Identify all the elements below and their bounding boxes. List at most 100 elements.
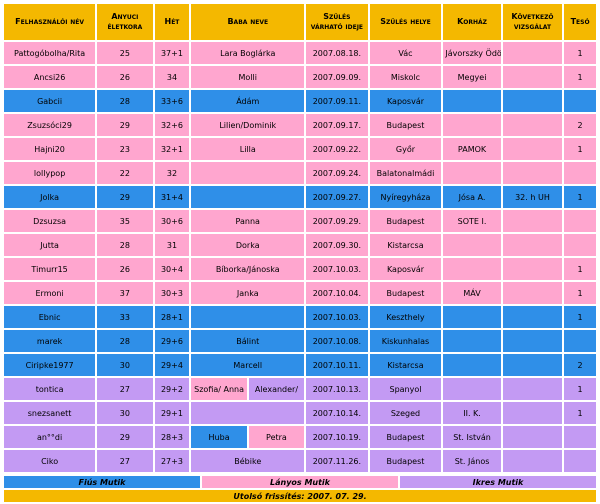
table-row: Hajni20 23 32+1 Lilla 2007.09.22. Győr PAMOK 1 bbox=[4, 138, 596, 160]
hospital-cell bbox=[443, 306, 501, 328]
age-cell: 28 bbox=[97, 90, 153, 112]
week-cell: 32+1 bbox=[154, 138, 190, 160]
nick-cell: lollypop bbox=[4, 162, 96, 184]
sibling-cell bbox=[564, 90, 596, 112]
table-row: marek 28 29+6 Bálint 2007.10.08. Kiskunhalas bbox=[4, 330, 596, 352]
due-date-cell: 2007.08.18. bbox=[306, 42, 368, 64]
baby-name-cell: Bálint bbox=[191, 330, 305, 352]
table-body: Pattogóbolha/Rita 25 37+1 Lara Boglárka 2007… bbox=[4, 42, 596, 472]
due-date-cell: 2007.10.08. bbox=[306, 330, 368, 352]
column-header: Szülés helye bbox=[369, 4, 442, 40]
table-row: Zsuzsóci29 29 32+6 Lilien/Dominik 2007.09.17… bbox=[4, 114, 596, 136]
next-exam-cell bbox=[502, 258, 563, 280]
next-exam-cell bbox=[502, 450, 563, 472]
birth-place-cell: Nyíregyháza bbox=[369, 186, 442, 208]
table-row: snezsanett 30 29+1 2007.10.14. Szeged II. K. 1 bbox=[4, 402, 596, 424]
table-row: tontica 27 29+2 Szofia/ Anna Alexander/2007.… bbox=[4, 378, 596, 400]
week-cell: 31 bbox=[154, 234, 190, 256]
due-date-cell: 2007.09.09. bbox=[306, 66, 368, 88]
baby-name-a: Szofia/ Anna bbox=[191, 378, 247, 400]
age-cell: 29 bbox=[97, 186, 153, 208]
week-cell: 30+6 bbox=[154, 210, 190, 232]
hospital-cell bbox=[443, 234, 501, 256]
column-header: Baba neve bbox=[191, 4, 305, 40]
hospital-cell bbox=[443, 354, 501, 376]
table-row: Timurr15 26 30+4 Bíborka/Jánoska 2007.10.03.… bbox=[4, 258, 596, 280]
nick-cell: Ermoni bbox=[4, 282, 96, 304]
sibling-cell: 1 bbox=[564, 306, 596, 328]
last-updated: Utolsó frissítés: 2007. 07. 29. bbox=[4, 490, 596, 502]
baby-name-cell: Dorka bbox=[191, 234, 305, 256]
table-row: Ciko 27 27+3 Bébike 2007.11.26. Budapest St. J… bbox=[4, 450, 596, 472]
table-row: Ermoni 37 30+3 Janka 2007.10.04. Budapest MÁV 1 bbox=[4, 282, 596, 304]
hospital-cell: Jávorszky Ödön bbox=[443, 42, 501, 64]
age-cell: 35 bbox=[97, 210, 153, 232]
nick-cell: Ebnic bbox=[4, 306, 96, 328]
sibling-cell: 2 bbox=[564, 354, 596, 376]
baby-name-cell: Lilien/Dominik bbox=[191, 114, 305, 136]
nick-cell: Timurr15 bbox=[4, 258, 96, 280]
table-row: Ebnic 33 28+1 2007.10.03. Keszthely 1 bbox=[4, 306, 596, 328]
week-cell: 34 bbox=[154, 66, 190, 88]
baby-name-cell: Bíborka/Jánoska bbox=[191, 258, 305, 280]
birth-place-cell: Balatonalmádi bbox=[369, 162, 442, 184]
nick-cell: Dzsuzsa bbox=[4, 210, 96, 232]
week-cell: 30+4 bbox=[154, 258, 190, 280]
nick-cell: tontica bbox=[4, 378, 96, 400]
hospital-cell: St. János bbox=[443, 450, 501, 472]
sibling-cell: 1 bbox=[564, 186, 596, 208]
age-cell: 28 bbox=[97, 330, 153, 352]
birth-place-cell: Kistarcsa bbox=[369, 354, 442, 376]
due-date-cell: 2007.10.03. bbox=[306, 258, 368, 280]
age-cell: 29 bbox=[97, 114, 153, 136]
week-cell: 31+4 bbox=[154, 186, 190, 208]
column-header: Következő vizsgálat bbox=[502, 4, 563, 40]
sibling-cell: 1 bbox=[564, 138, 596, 160]
birth-place-cell: Szeged bbox=[369, 402, 442, 424]
nick-cell: Ciripke1977 bbox=[4, 354, 96, 376]
week-cell: 29+2 bbox=[154, 378, 190, 400]
due-date-cell: 2007.10.04. bbox=[306, 282, 368, 304]
birth-place-cell: Budapest bbox=[369, 426, 442, 448]
due-date-cell: 2007.09.29. bbox=[306, 210, 368, 232]
age-cell: 28 bbox=[97, 234, 153, 256]
age-cell: 27 bbox=[97, 378, 153, 400]
birth-place-cell: Kiskunhalas bbox=[369, 330, 442, 352]
sibling-cell: 1 bbox=[564, 378, 596, 400]
baby-name-cell bbox=[191, 402, 305, 424]
baby-name-cell bbox=[191, 186, 305, 208]
hospital-cell: SOTE I. bbox=[443, 210, 501, 232]
baby-name-cell: Lara Boglárka bbox=[191, 42, 305, 64]
table-row: Pattogóbolha/Rita 25 37+1 Lara Boglárka 2007… bbox=[4, 42, 596, 64]
due-date-cell: 2007.09.24. bbox=[306, 162, 368, 184]
table-row: Dzsuzsa 35 30+6 Panna 2007.09.29. Budapest SOT… bbox=[4, 210, 596, 232]
table-row: Ciripke1977 30 29+4 Marcell 2007.10.11. Kista… bbox=[4, 354, 596, 376]
nick-cell: marek bbox=[4, 330, 96, 352]
baby-name-cell: Ádám bbox=[191, 90, 305, 112]
week-cell: 29+4 bbox=[154, 354, 190, 376]
hospital-cell: PAMOK bbox=[443, 138, 501, 160]
next-exam-cell bbox=[502, 210, 563, 232]
due-date-cell: 2007.10.11. bbox=[306, 354, 368, 376]
hospital-cell bbox=[443, 114, 501, 136]
birth-place-cell: Miskolc bbox=[369, 66, 442, 88]
sibling-cell bbox=[564, 450, 596, 472]
next-exam-cell bbox=[502, 426, 563, 448]
legend-table: Fiús Mutik Lányos Mutik Ikres Mutik Utol… bbox=[2, 474, 598, 504]
header-row: Felhasználói név Anyuci életkora Hét Baba n… bbox=[4, 4, 596, 40]
sibling-cell: 1 bbox=[564, 42, 596, 64]
next-exam-cell bbox=[502, 354, 563, 376]
age-cell: 29 bbox=[97, 426, 153, 448]
birth-place-cell: Keszthely bbox=[369, 306, 442, 328]
birth-place-cell: Budapest bbox=[369, 114, 442, 136]
baby-name-cell: Molli bbox=[191, 66, 305, 88]
due-date-cell: 2007.10.19. bbox=[306, 426, 368, 448]
nick-cell: an°°di bbox=[4, 426, 96, 448]
baby-name-cell: Lilla bbox=[191, 138, 305, 160]
column-header: Szülés várható ideje bbox=[306, 4, 368, 40]
next-exam-cell bbox=[502, 282, 563, 304]
age-cell: 37 bbox=[97, 282, 153, 304]
sibling-cell: 1 bbox=[564, 282, 596, 304]
legend-girl: Lányos Mutik bbox=[202, 476, 398, 488]
